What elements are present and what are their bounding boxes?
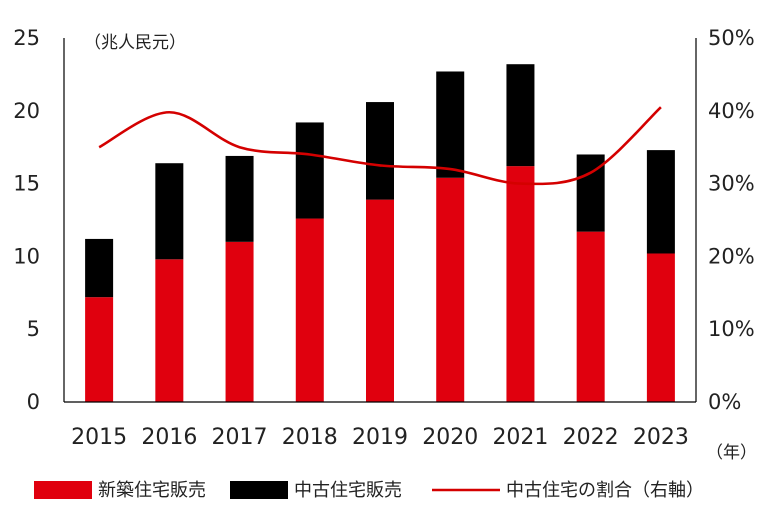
bar-existing-housing-2021 bbox=[506, 64, 535, 167]
right-axis-ticks: 0% 10% 20% 30% 40% 50% bbox=[708, 26, 755, 414]
bar-new-housing-2018 bbox=[295, 218, 324, 402]
left-axis-ticks: 0 5 10 15 20 25 bbox=[13, 26, 40, 414]
right-axis-tick-label: 20% bbox=[708, 244, 755, 268]
bar-series bbox=[85, 64, 675, 402]
legend-label-ratio-line: 中古住宅の割合（右軸） bbox=[506, 480, 704, 501]
legend-label-existing-housing: 中古住宅販売 bbox=[294, 480, 402, 501]
bar-new-housing-2020 bbox=[436, 177, 465, 402]
bar-new-housing-2023 bbox=[646, 253, 675, 402]
right-axis-tick-label: 10% bbox=[708, 317, 755, 341]
right-axis-tick-label: 40% bbox=[708, 99, 755, 123]
ratio-line-series bbox=[98, 106, 662, 186]
x-axis-category-label: 2023 bbox=[633, 425, 689, 450]
bar-existing-housing-2020 bbox=[436, 71, 465, 178]
right-axis-tick-label: 0% bbox=[708, 390, 741, 414]
bar-existing-housing-2017 bbox=[225, 155, 254, 242]
bar-existing-housing-2018 bbox=[295, 122, 324, 219]
legend-swatch-existing-housing bbox=[230, 481, 288, 499]
left-axis-tick-label: 5 bbox=[27, 317, 40, 341]
x-axis-category-label: 2022 bbox=[563, 425, 619, 450]
legend: 新築住宅販売 中古住宅販売 中古住宅の割合（右軸） bbox=[34, 480, 704, 501]
left-axis-tick-label: 0 bbox=[27, 390, 40, 414]
left-axis-tick-label: 10 bbox=[13, 244, 40, 268]
x-axis-category-label: 2016 bbox=[141, 425, 197, 450]
bar-new-housing-2015 bbox=[85, 297, 114, 402]
bar-existing-housing-2019 bbox=[366, 102, 394, 200]
left-axis-tick-label: 20 bbox=[13, 99, 40, 123]
x-axis-category-label: 2017 bbox=[212, 425, 268, 450]
legend-swatch-new-housing bbox=[34, 481, 92, 499]
right-axis-tick-label: 30% bbox=[708, 172, 755, 196]
x-axis-category-label: 2018 bbox=[282, 425, 338, 450]
x-axis-unit-label: （年） bbox=[706, 443, 757, 463]
bar-new-housing-2017 bbox=[225, 241, 254, 402]
bar-new-housing-2019 bbox=[366, 199, 394, 402]
bar-new-housing-2021 bbox=[506, 166, 535, 402]
x-axis-category-label: 2019 bbox=[352, 425, 408, 450]
x-axis-category-label: 2015 bbox=[71, 425, 127, 450]
left-axis-tick-label: 15 bbox=[13, 172, 40, 196]
x-axis-category-label: 2020 bbox=[422, 425, 478, 450]
right-axis-tick-label: 50% bbox=[708, 26, 755, 50]
x-axis-category-labels: 2015 2016 2017 2018 2019 2020 2021 2022 2023 bbox=[71, 425, 689, 450]
left-axis-unit-label: （兆人民元） bbox=[84, 33, 186, 53]
bar-new-housing-2016 bbox=[155, 259, 184, 402]
bar-existing-housing-2015 bbox=[85, 238, 114, 298]
legend-label-new-housing: 新築住宅販売 bbox=[98, 480, 206, 501]
bar-new-housing-2022 bbox=[576, 231, 605, 402]
x-axis-category-label: 2021 bbox=[492, 425, 548, 450]
bar-existing-housing-2023 bbox=[646, 150, 675, 254]
left-axis-tick-label: 25 bbox=[13, 26, 40, 50]
bar-existing-housing-2016 bbox=[155, 163, 184, 260]
